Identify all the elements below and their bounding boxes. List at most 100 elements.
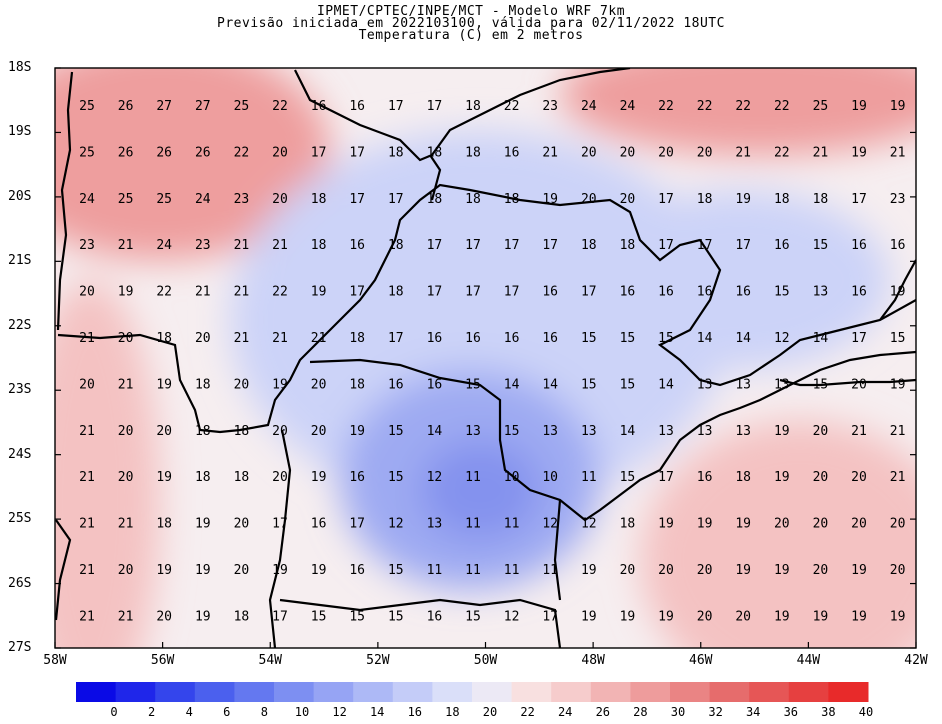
temperature-value: 20 <box>890 517 906 532</box>
temperature-value: 17 <box>427 285 443 300</box>
temperature-value: 18 <box>388 145 404 160</box>
temperature-value: 26 <box>118 99 134 114</box>
temperature-value: 18 <box>195 424 211 439</box>
temperature-value: 16 <box>890 238 906 253</box>
temperature-value: 18 <box>735 470 751 485</box>
temperature-value: 20 <box>851 377 867 392</box>
temperature-value: 20 <box>118 470 134 485</box>
temperature-value: 18 <box>465 99 481 114</box>
temperature-value: 19 <box>542 192 558 207</box>
coastline-south <box>553 499 562 601</box>
boundary-ms-sp <box>57 183 701 434</box>
colorbar-tick-label: 40 <box>858 705 874 719</box>
boundary-west <box>56 71 74 331</box>
temperature-value: 23 <box>890 192 906 207</box>
temperature-value: 16 <box>388 377 404 392</box>
temperature-value: 20 <box>311 377 327 392</box>
temperature-value: 12 <box>504 609 520 624</box>
temperature-value: 16 <box>774 238 790 253</box>
temperature-value: 16 <box>851 285 867 300</box>
temperature-value: 15 <box>504 424 520 439</box>
temperature-value: 22 <box>234 145 250 160</box>
temperature-value: 21 <box>79 470 95 485</box>
temperature-value: 20 <box>813 517 829 532</box>
temperature-value: 19 <box>272 563 288 578</box>
temperature-value: 15 <box>774 285 790 300</box>
temperature-value: 14 <box>620 424 636 439</box>
temperature-value: 22 <box>272 285 288 300</box>
temperature-value: 19 <box>156 470 172 485</box>
temperature-value: 20 <box>813 470 829 485</box>
temperature-value: 21 <box>79 424 95 439</box>
coldest-region <box>420 440 540 540</box>
temperature-value: 19 <box>735 517 751 532</box>
temperature-value: 20 <box>851 470 867 485</box>
temperature-value: 21 <box>542 145 558 160</box>
temperature-value: 24 <box>581 99 597 114</box>
temperature-value: 15 <box>813 377 829 392</box>
temperature-value: 19 <box>774 563 790 578</box>
temperature-value: 13 <box>697 377 713 392</box>
boundary-pr-sp <box>309 350 916 522</box>
temperature-value: 18 <box>465 145 481 160</box>
temperature-value: 11 <box>504 563 520 578</box>
colorbar-segment <box>511 682 552 702</box>
temperature-value: 17 <box>851 192 867 207</box>
temperature-value: 13 <box>774 377 790 392</box>
temperature-value: 20 <box>813 563 829 578</box>
temperature-value: 20 <box>620 192 636 207</box>
temperature-value: 13 <box>813 285 829 300</box>
temperature-value: 16 <box>504 331 520 346</box>
temperature-value: 17 <box>388 192 404 207</box>
temperature-value: 18 <box>311 192 327 207</box>
temperature-value: 25 <box>79 145 95 160</box>
temperature-value: 19 <box>581 563 597 578</box>
temperature-value: 19 <box>890 99 906 114</box>
temperature-value: 17 <box>697 238 713 253</box>
temperature-value: 21 <box>813 145 829 160</box>
temperature-value: 18 <box>427 145 443 160</box>
boundary-es <box>879 259 916 321</box>
temperature-value: 18 <box>234 470 250 485</box>
temperature-value: 16 <box>658 285 674 300</box>
temperature-value: 14 <box>813 331 829 346</box>
temperature-value: 21 <box>851 424 867 439</box>
temperature-value: 14 <box>697 331 713 346</box>
temperature-value: 21 <box>79 609 95 624</box>
temperature-shading <box>55 68 916 648</box>
temperature-value: 19 <box>851 99 867 114</box>
temperature-value: 20 <box>234 517 250 532</box>
temperature-value: 18 <box>388 285 404 300</box>
temperature-value: 21 <box>118 517 134 532</box>
state-boundaries <box>55 68 916 648</box>
colorbar-tick-label: 28 <box>633 705 648 719</box>
temperature-value: 20 <box>311 424 327 439</box>
temperature-value: 19 <box>735 192 751 207</box>
temperature-value: 12 <box>581 517 597 532</box>
temperature-value: 20 <box>79 285 95 300</box>
temperature-value: 23 <box>234 192 250 207</box>
lon-label: 48W <box>581 653 605 668</box>
temperature-value: 22 <box>735 99 751 114</box>
temperature-value: 16 <box>465 331 481 346</box>
temperature-value: 16 <box>735 285 751 300</box>
temperature-value: 21 <box>234 331 250 346</box>
temperature-value: 16 <box>697 285 713 300</box>
colorbar-tick-label: 30 <box>670 705 686 719</box>
temperature-value: 23 <box>79 238 95 253</box>
colorbar-tick-label: 4 <box>185 705 193 719</box>
colorbar-segment <box>194 682 235 702</box>
temperature-value: 20 <box>581 192 597 207</box>
temperature-value: 22 <box>658 99 674 114</box>
temperature-value: 13 <box>697 424 713 439</box>
temperature-value: 20 <box>118 424 134 439</box>
colorbar-segment <box>392 682 433 702</box>
temperature-value: 19 <box>349 424 365 439</box>
colorbar-segment <box>234 682 275 702</box>
temperature-value: 21 <box>118 377 134 392</box>
temperature-value: 19 <box>813 609 829 624</box>
temperature-value: 21 <box>272 238 288 253</box>
lon-label: 54W <box>258 653 282 668</box>
temperature-value: 20 <box>195 331 211 346</box>
